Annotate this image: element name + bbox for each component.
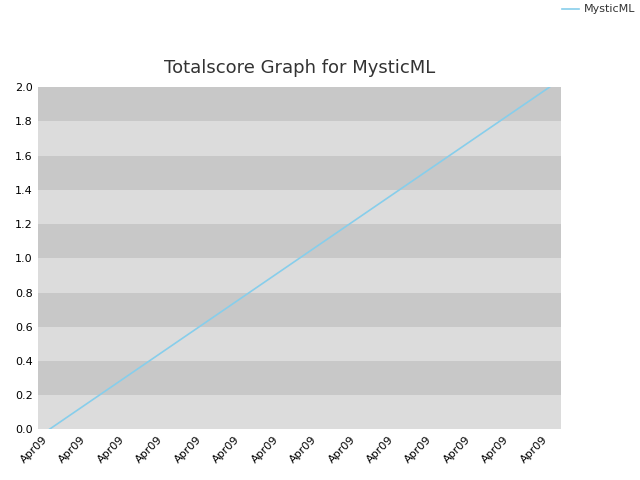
MysticML (468, 137, 476, 143)
MysticML (353, 216, 361, 222)
MysticML (546, 84, 554, 90)
Bar (38, 258, 561, 292)
Bar (38, 395, 561, 430)
Bar (38, 292, 561, 327)
MysticML (199, 321, 207, 327)
MysticML (237, 295, 245, 300)
MysticML (122, 374, 130, 380)
Bar (38, 87, 561, 121)
Legend: MysticML: MysticML (557, 0, 640, 19)
Bar (38, 224, 561, 258)
MysticML (430, 163, 438, 169)
MysticML (315, 242, 323, 248)
Title: Totalscore Graph for MysticML: Totalscore Graph for MysticML (164, 59, 435, 77)
Line: MysticML: MysticML (49, 87, 550, 430)
MysticML (276, 269, 284, 275)
Bar (38, 327, 561, 361)
MysticML (161, 348, 168, 353)
MysticML (45, 427, 53, 432)
MysticML (392, 190, 399, 195)
Bar (38, 121, 561, 156)
Bar (38, 156, 561, 190)
Bar (38, 361, 561, 395)
MysticML (84, 400, 92, 406)
MysticML (507, 110, 515, 116)
Bar (38, 190, 561, 224)
